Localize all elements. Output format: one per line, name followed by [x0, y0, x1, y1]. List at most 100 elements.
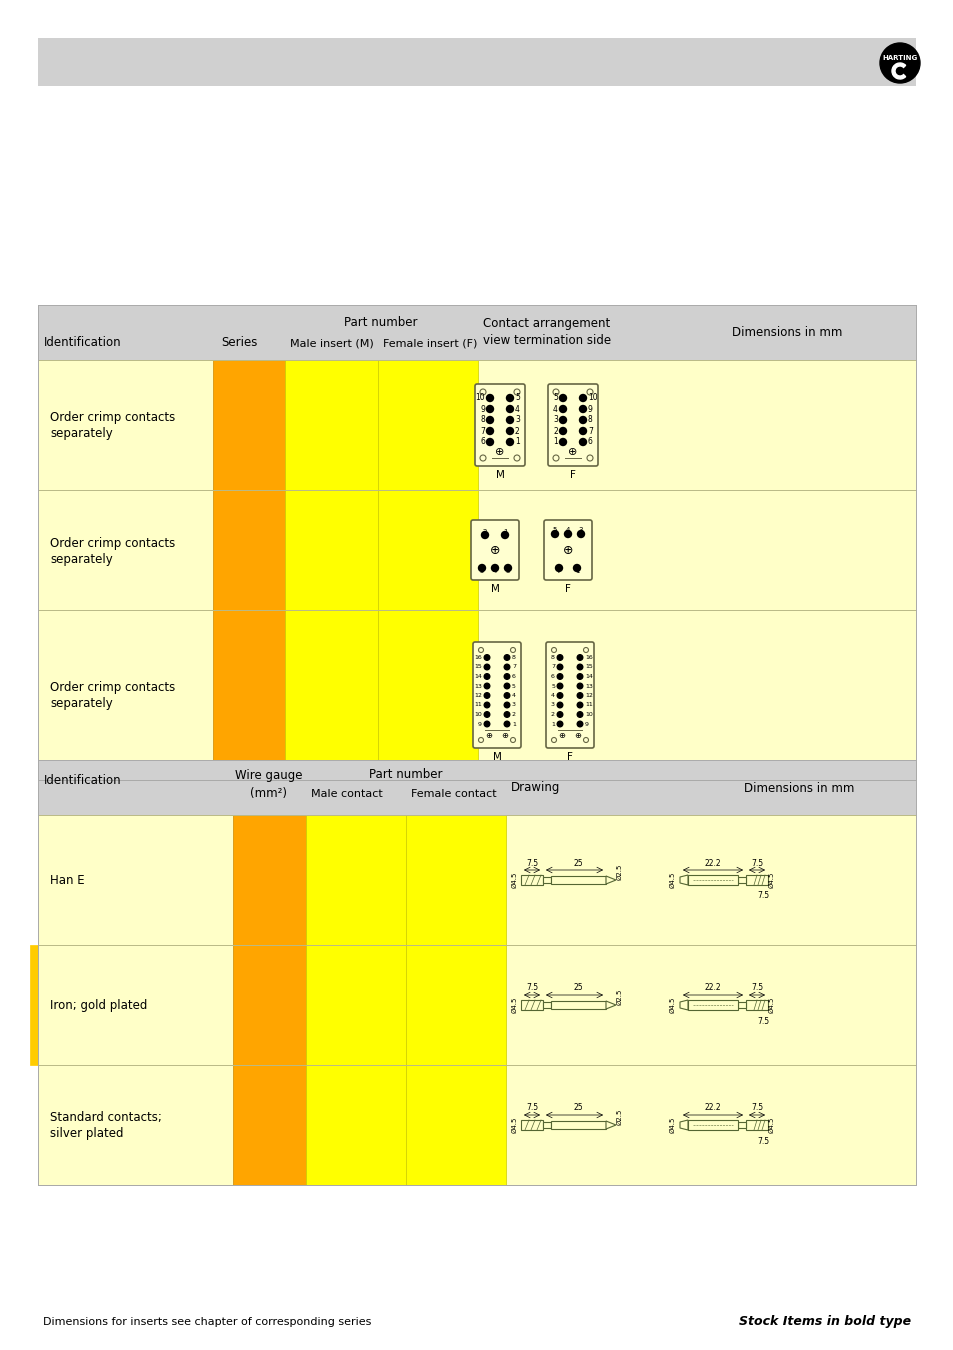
- Bar: [38, 1065, 915, 1185]
- Bar: [233, 1065, 306, 1185]
- Text: ⊕: ⊕: [574, 732, 581, 741]
- FancyBboxPatch shape: [475, 383, 524, 466]
- Text: M: M: [492, 752, 501, 761]
- FancyBboxPatch shape: [543, 520, 592, 580]
- Text: 2: 2: [512, 711, 516, 717]
- Text: 5: 5: [553, 393, 558, 402]
- Circle shape: [506, 417, 513, 424]
- Text: F: F: [564, 585, 570, 594]
- Text: 8: 8: [587, 416, 592, 424]
- Bar: [38, 815, 915, 945]
- Text: 4: 4: [493, 568, 497, 574]
- Text: 11: 11: [474, 702, 481, 707]
- Text: 8: 8: [551, 655, 555, 660]
- Text: 14: 14: [584, 674, 592, 679]
- Circle shape: [486, 394, 493, 401]
- Text: 12: 12: [584, 693, 592, 698]
- Bar: [551, 876, 605, 884]
- Text: Ø4.5: Ø4.5: [768, 872, 774, 888]
- Circle shape: [577, 664, 582, 670]
- Text: Order crimp contacts: Order crimp contacts: [50, 682, 175, 694]
- Circle shape: [557, 711, 562, 717]
- Circle shape: [577, 721, 582, 726]
- Text: 13: 13: [584, 683, 592, 688]
- Circle shape: [553, 455, 558, 460]
- Text: Ø4.5: Ø4.5: [512, 872, 517, 888]
- Text: Male insert (M): Male insert (M): [290, 338, 374, 348]
- Text: Stock Items in bold type: Stock Items in bold type: [739, 1315, 910, 1328]
- Circle shape: [479, 389, 485, 396]
- Circle shape: [484, 711, 489, 717]
- Text: 3: 3: [505, 568, 510, 574]
- Text: 16: 16: [474, 655, 481, 660]
- Polygon shape: [679, 875, 687, 886]
- Bar: [38, 760, 915, 815]
- Bar: [738, 1122, 745, 1129]
- Circle shape: [484, 683, 489, 688]
- Text: 3: 3: [512, 702, 516, 707]
- Bar: [213, 610, 285, 780]
- Text: ⊕: ⊕: [562, 544, 573, 558]
- Text: 15: 15: [474, 664, 481, 670]
- Text: Female contact: Female contact: [411, 788, 497, 799]
- Text: Ø2.5: Ø2.5: [617, 988, 622, 1004]
- Circle shape: [504, 674, 509, 679]
- Bar: [745, 875, 767, 886]
- Text: 7: 7: [512, 664, 516, 670]
- Circle shape: [577, 702, 582, 707]
- Text: 7: 7: [557, 568, 560, 574]
- Polygon shape: [605, 1000, 616, 1008]
- Bar: [38, 305, 915, 360]
- Text: silver plated: silver plated: [50, 1126, 123, 1139]
- Bar: [738, 878, 745, 883]
- Circle shape: [583, 648, 588, 652]
- Text: 9: 9: [479, 405, 484, 413]
- Text: ⊕: ⊕: [485, 732, 492, 741]
- Circle shape: [501, 532, 508, 539]
- Text: 25: 25: [573, 984, 582, 992]
- Text: 3: 3: [553, 416, 558, 424]
- Circle shape: [577, 683, 582, 688]
- Bar: [306, 1065, 406, 1185]
- Text: 7.5: 7.5: [756, 1137, 768, 1146]
- Text: 1: 1: [574, 568, 578, 574]
- Text: 1: 1: [512, 721, 516, 726]
- Circle shape: [553, 389, 558, 396]
- Text: 11: 11: [584, 702, 592, 707]
- Text: 8: 8: [512, 655, 516, 660]
- Text: 6: 6: [551, 674, 555, 679]
- Circle shape: [486, 405, 493, 413]
- Circle shape: [558, 405, 566, 413]
- Text: M: M: [495, 470, 504, 481]
- Bar: [406, 945, 505, 1065]
- Bar: [406, 1065, 505, 1185]
- Circle shape: [558, 439, 566, 446]
- Text: ⊕: ⊕: [558, 732, 565, 741]
- Bar: [745, 1120, 767, 1130]
- Text: 16: 16: [584, 655, 592, 660]
- Text: Dimensions in mm: Dimensions in mm: [743, 782, 853, 795]
- Text: 15: 15: [584, 664, 592, 670]
- Circle shape: [557, 664, 562, 670]
- Text: Ø2.5: Ø2.5: [617, 864, 622, 880]
- Text: 7.5: 7.5: [756, 891, 768, 900]
- Text: 5: 5: [551, 683, 555, 688]
- Text: Identification: Identification: [44, 336, 121, 350]
- Text: 6: 6: [587, 437, 592, 447]
- Text: 4: 4: [512, 693, 516, 698]
- Text: 5: 5: [479, 568, 484, 574]
- Circle shape: [510, 737, 515, 742]
- Text: 2: 2: [515, 427, 519, 436]
- Text: 7.5: 7.5: [750, 1103, 762, 1112]
- Text: 6: 6: [479, 437, 484, 447]
- Circle shape: [514, 455, 519, 460]
- Bar: [213, 360, 285, 490]
- Bar: [30, 945, 38, 1065]
- Text: 25: 25: [573, 859, 582, 868]
- Text: Ø4.5: Ø4.5: [669, 996, 676, 1014]
- Circle shape: [484, 664, 489, 670]
- Circle shape: [578, 439, 586, 446]
- Text: Female insert (F): Female insert (F): [382, 338, 476, 348]
- Text: 14: 14: [474, 674, 481, 679]
- Circle shape: [484, 702, 489, 707]
